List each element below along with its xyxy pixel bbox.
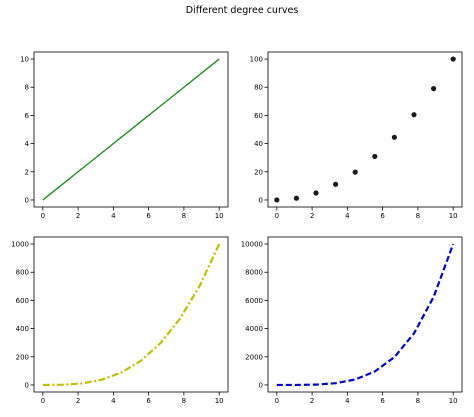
x-tick-label: 0 (275, 397, 279, 405)
y-tick-label: 0 (25, 381, 29, 389)
y-tick-label: 80 (254, 84, 263, 92)
y-tick-label: 40 (254, 140, 263, 148)
y-tick-label: 8 (25, 84, 29, 92)
data-point (411, 112, 417, 118)
data-point (372, 153, 378, 160)
series-line (42, 58, 220, 201)
y-tick-label: 4000 (245, 325, 263, 333)
y-tick-label: 600 (16, 297, 29, 305)
data-point (333, 181, 339, 187)
x-tick-label: 8 (416, 397, 420, 405)
x-tick-label: 10 (215, 397, 224, 405)
figure-title: Different degree curves (186, 5, 299, 16)
y-tick-label: 0 (25, 196, 29, 204)
x-tick-label: 2 (310, 397, 314, 405)
axes-frame (267, 51, 463, 208)
y-tick-label: 60 (254, 112, 263, 120)
data-point (313, 190, 319, 196)
x-tick-label: 10 (449, 397, 458, 405)
y-tick-label: 2000 (245, 353, 263, 361)
data-point (430, 86, 437, 92)
series-line (276, 243, 455, 387)
y-tick-label: 4 (25, 140, 30, 148)
x-tick-label: 10 (449, 212, 458, 220)
x-tick-label: 4 (111, 212, 116, 220)
x-tick-label: 4 (345, 397, 350, 405)
y-tick-label: 800 (16, 269, 29, 277)
y-tick-label: 20 (254, 168, 263, 176)
x-tick-label: 4 (345, 212, 350, 220)
series-line (42, 243, 221, 387)
x-tick-label: 8 (182, 212, 186, 220)
chart-top-left: 0 2 4 6 8 10 0 2 4 6 8 10 (20, 51, 229, 220)
axes-frame (33, 51, 229, 208)
x-tick-label: 4 (111, 397, 116, 405)
y-tick-label: 200 (16, 353, 29, 361)
x-tick-label: 2 (76, 397, 80, 405)
x-tick-label: 6 (380, 397, 385, 405)
y-tick-label: 0 (259, 196, 263, 204)
x-tick-label: 2 (76, 212, 80, 220)
y-tick-label: 10 (20, 56, 29, 64)
y-tick-label: 2 (25, 168, 29, 176)
x-tick-label: 0 (41, 212, 45, 220)
axes-frame (267, 236, 463, 393)
y-tick-label: 8000 (245, 269, 263, 277)
chart-bottom-left: 0 2 4 6 8 10 0 200 400 600 800 1000 (11, 236, 229, 405)
y-tick-label: 0 (259, 381, 263, 389)
y-tick-label: 6 (25, 112, 30, 120)
y-tick-label: 400 (16, 325, 29, 333)
data-point (352, 169, 358, 175)
y-tick-label: 1000 (11, 241, 29, 249)
y-tick-label: 6000 (245, 297, 263, 305)
x-tick-label: 8 (416, 212, 420, 220)
y-tick-label: 10000 (241, 241, 263, 249)
x-tick-label: 0 (41, 397, 45, 405)
x-tick-label: 6 (146, 212, 151, 220)
data-point (450, 56, 456, 62)
axes-frame (33, 236, 229, 393)
x-tick-label: 10 (215, 212, 224, 220)
x-tick-label: 6 (146, 397, 151, 405)
chart-bottom-right: 0 2 4 6 8 10 0 2000 4000 6000 8000 10000 (241, 236, 463, 405)
x-tick-label: 8 (182, 397, 186, 405)
data-point (391, 134, 397, 140)
x-tick-label: 0 (275, 212, 279, 220)
y-tick-label: 100 (250, 56, 263, 64)
x-tick-label: 2 (310, 212, 314, 220)
x-tick-label: 6 (380, 212, 385, 220)
data-point (274, 197, 280, 203)
data-point (293, 195, 300, 201)
